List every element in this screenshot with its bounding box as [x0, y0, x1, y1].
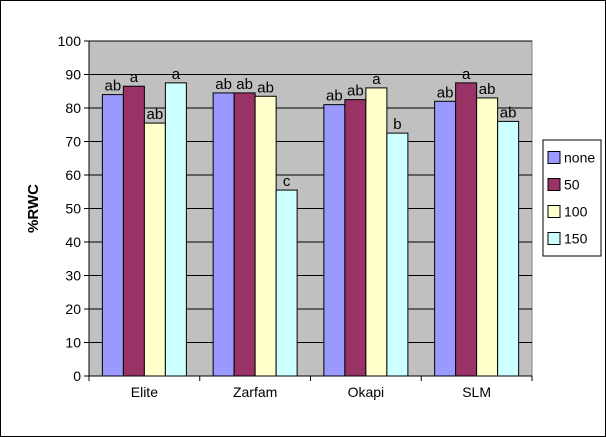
bar: [455, 82, 478, 377]
bar-significance-label: c: [283, 173, 291, 190]
bar: [122, 85, 145, 377]
x-tick-label: SLM: [462, 384, 491, 400]
y-tick-label: 20: [65, 301, 81, 317]
y-tick-label: 30: [65, 268, 81, 284]
y-tick-label: 60: [65, 167, 81, 183]
bar-significance-label: ab: [105, 78, 122, 95]
bar-significance-label: ab: [500, 104, 517, 121]
y-tick-label: 50: [65, 201, 81, 217]
bar: [101, 94, 124, 377]
bar: [323, 104, 346, 377]
x-tick-label: Okapi: [348, 384, 385, 400]
bar-significance-label: a: [172, 66, 181, 83]
bar: [233, 92, 256, 377]
legend-swatch: [547, 205, 561, 218]
bar: [434, 100, 457, 377]
bar-significance-label: ab: [326, 88, 343, 105]
legend-swatch: [547, 232, 561, 245]
legend-label: 50: [564, 177, 580, 193]
bar: [476, 97, 499, 377]
bar-significance-label: ab: [215, 76, 232, 93]
y-tick-label: 40: [65, 234, 81, 250]
y-tick-label: 90: [65, 67, 81, 83]
bar-significance-label: a: [130, 69, 139, 86]
y-tick-label: 0: [73, 368, 81, 384]
y-tick-label: 70: [65, 134, 81, 150]
legend-label: none: [564, 150, 595, 166]
bar-significance-label: ab: [479, 81, 496, 98]
bar: [275, 189, 298, 377]
bar: [365, 87, 388, 377]
legend-label: 150: [564, 231, 588, 247]
y-axis-label: %RWC: [25, 184, 42, 233]
bar-significance-label: ab: [437, 84, 454, 101]
legend: none 50 100 150: [542, 139, 602, 257]
legend-swatch: [547, 178, 561, 191]
legend-swatch: [547, 151, 561, 164]
y-tick-label: 10: [65, 335, 81, 351]
bar: [497, 120, 520, 377]
bar-significance-label: a: [372, 71, 381, 88]
bar-significance-label: ab: [147, 106, 164, 123]
x-tick-label: Zarfam: [233, 384, 277, 400]
y-axis: 0 10 20 30 40 50 60 70 80 90 100: [58, 33, 90, 384]
y-tick-label: 80: [65, 100, 81, 116]
bar: [344, 99, 367, 377]
bar-significance-label: ab: [347, 83, 364, 100]
bar: [386, 132, 409, 377]
bar-significance-label: ab: [257, 79, 274, 96]
x-axis: Elite Zarfam Okapi SLM: [88, 375, 533, 400]
bars: [101, 82, 520, 377]
bar: [164, 82, 187, 377]
bar-significance-label: ab: [236, 76, 253, 93]
legend-label: 100: [564, 204, 588, 220]
bar-significance-label: b: [393, 116, 401, 133]
bar: [254, 95, 277, 377]
bar-significance-label: a: [462, 66, 471, 83]
bar: [143, 122, 166, 377]
bar: [212, 92, 235, 377]
y-tick-label: 100: [58, 33, 82, 49]
x-tick-label: Elite: [131, 384, 158, 400]
